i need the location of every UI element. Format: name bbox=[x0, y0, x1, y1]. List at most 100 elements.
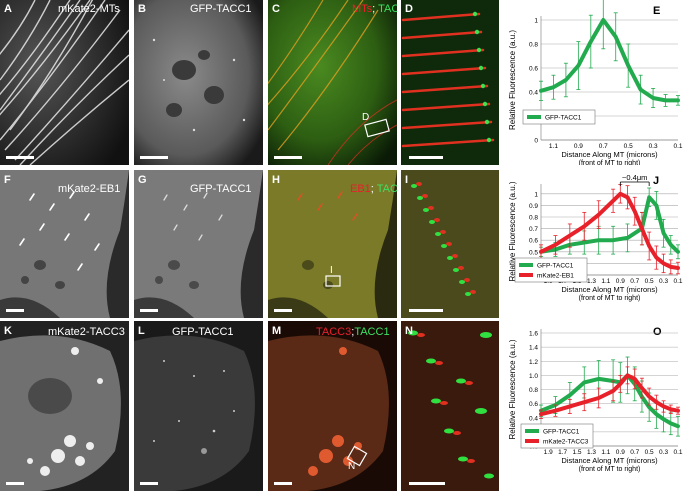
y-tick-label: 0.4 bbox=[529, 415, 538, 422]
series-gfp-tacc1 bbox=[539, 187, 680, 260]
y-axis-label: Relative Fluorescence (a.u.) bbox=[508, 339, 517, 439]
legend-label: GFP-TACC1 bbox=[537, 263, 574, 270]
panel-d-image bbox=[401, 0, 499, 165]
panel-c: C MTs; TACC1 D bbox=[268, 0, 397, 165]
panel-letter: N bbox=[405, 325, 413, 337]
panel-b-image bbox=[134, 0, 263, 165]
y-tick-label: 0.6 bbox=[529, 401, 538, 408]
panel-f-image bbox=[0, 170, 129, 318]
x-tick-label: 0.7 bbox=[599, 143, 608, 150]
panel-d: D bbox=[401, 0, 499, 165]
panel-letter: H bbox=[272, 174, 280, 186]
x-tick-label: 0.3 bbox=[659, 449, 668, 456]
legend-label: GFP-TACC1 bbox=[543, 429, 580, 436]
panel-title: GFP-TACC1 bbox=[190, 3, 252, 15]
panel-l: L GFP-TACC1 bbox=[134, 321, 263, 491]
panel-letter: K bbox=[4, 325, 12, 337]
x-tick-label: 1.1 bbox=[601, 449, 610, 456]
panel-l-image bbox=[134, 321, 263, 491]
series-line bbox=[539, 18, 680, 103]
panel-title: GFP-TACC1 bbox=[172, 326, 234, 338]
x-tick-label: 1.9 bbox=[544, 449, 553, 456]
panel-g: G GFP-TACC1 bbox=[134, 170, 263, 318]
series-mkate2-tacc3 bbox=[539, 366, 680, 419]
x-tick-label: 0.5 bbox=[645, 449, 654, 456]
panel-b: B GFP-TACC1 bbox=[134, 0, 263, 165]
panel-k: K mKate2-TACC3 bbox=[0, 321, 129, 491]
panel-title: MTs; TACC1 bbox=[352, 3, 397, 15]
y-tick-label: 1 bbox=[534, 18, 538, 25]
panel-letter: E bbox=[653, 5, 660, 17]
legend-label: mKate2-EB1 bbox=[537, 273, 574, 280]
panel-letter: G bbox=[138, 174, 147, 186]
series-line bbox=[539, 373, 680, 417]
panel-i: I bbox=[401, 170, 499, 318]
y-axis-label: Relative Fluorescence (a.u.) bbox=[508, 30, 517, 130]
x-tick-label: 0.1 bbox=[673, 278, 682, 285]
series-gfp-tacc1 bbox=[539, 0, 680, 108]
panel-n: N bbox=[401, 321, 499, 491]
series-line bbox=[539, 191, 680, 270]
x-tick-label: 0.5 bbox=[645, 278, 654, 285]
panel-letter: F bbox=[4, 174, 11, 186]
y-tick-label: 0 bbox=[534, 138, 538, 145]
panel-h-image bbox=[268, 170, 397, 318]
y-tick-label: 1 bbox=[534, 191, 538, 198]
x-axis-label: Distance Along MT (microns) bbox=[561, 285, 658, 294]
legend-label: mKate2-TACC3 bbox=[543, 439, 589, 446]
zoom-box-label: D bbox=[362, 112, 370, 123]
panel-i-image bbox=[401, 170, 499, 318]
panel-letter: M bbox=[272, 325, 282, 337]
x-tick-label: 1.1 bbox=[601, 278, 610, 285]
x-tick-label: 1.1 bbox=[549, 143, 558, 150]
x-tick-label: 1.7 bbox=[558, 449, 567, 456]
panel-h: H EB1; TACC1 I bbox=[268, 170, 397, 318]
y-tick-label: 0.8 bbox=[529, 387, 538, 394]
chart-e: E00.20.40.60.811.10.90.70.50.30.1Distanc… bbox=[508, 0, 683, 165]
panel-c-image bbox=[268, 0, 397, 165]
panel-title: mKate2-TACC3 bbox=[48, 326, 125, 338]
x-tick-label: 0.1 bbox=[673, 143, 682, 150]
zoom-box-label: N bbox=[348, 461, 356, 472]
y-tick-label: 1.4 bbox=[529, 345, 538, 352]
x-tick-label: 0.9 bbox=[574, 143, 583, 150]
x-tick-label: 0.3 bbox=[649, 143, 658, 150]
legend-box bbox=[522, 109, 596, 125]
panel-a: A mKate2-MTs bbox=[0, 0, 129, 165]
x-tick-label: 1.3 bbox=[587, 278, 596, 285]
chart-o: O0.00.20.40.60.81.01.21.41.61.91.71.51.3… bbox=[508, 326, 683, 473]
y-tick-label: 0.7 bbox=[529, 226, 538, 233]
y-tick-label: 0.6 bbox=[529, 238, 538, 245]
zoom-box-label: I bbox=[330, 265, 333, 276]
panel-k-image bbox=[0, 321, 129, 491]
panel-n-image bbox=[401, 321, 499, 491]
x-tick-label: 1.3 bbox=[587, 449, 596, 456]
panel-g-image bbox=[134, 170, 263, 318]
x-tick-label: 0.9 bbox=[616, 278, 625, 285]
chart-j: J0.30.40.50.60.70.80.911.91.71.51.31.10.… bbox=[508, 173, 683, 302]
panel-letter: A bbox=[4, 3, 12, 15]
panel-title: EB1; TACC1 bbox=[350, 183, 397, 195]
panel-letter: D bbox=[405, 3, 413, 15]
x-tick-label: 0.7 bbox=[630, 278, 639, 285]
y-tick-label: 0.9 bbox=[529, 203, 538, 210]
panel-m: M TACC3;TACC1 N bbox=[268, 321, 397, 491]
panel-letter: B bbox=[138, 3, 146, 15]
y-tick-label: 1.6 bbox=[529, 331, 538, 338]
panel-m-image bbox=[268, 321, 397, 491]
legend-label: GFP-TACC1 bbox=[545, 115, 582, 122]
x-tick-label: 0.9 bbox=[616, 449, 625, 456]
panel-title: mKate2-EB1 bbox=[58, 183, 121, 195]
x-tick-label: 0.3 bbox=[659, 278, 668, 285]
legend-box bbox=[514, 257, 588, 283]
panel-title: GFP-TACC1 bbox=[190, 183, 252, 195]
x-axis-sublabel: (front of MT to right) bbox=[579, 466, 641, 473]
y-tick-label: 0.6 bbox=[529, 66, 538, 73]
x-axis-sublabel: (front of MT to right) bbox=[579, 295, 641, 302]
panel-letter: O bbox=[653, 326, 662, 338]
panel-f: F mKate2-EB1 bbox=[0, 170, 129, 318]
series-mkate2-eb1 bbox=[539, 184, 680, 275]
x-axis-label: Distance Along MT (microns) bbox=[561, 456, 658, 465]
x-tick-label: 0.5 bbox=[624, 143, 633, 150]
panel-title: TACC3;TACC1 bbox=[316, 326, 390, 338]
